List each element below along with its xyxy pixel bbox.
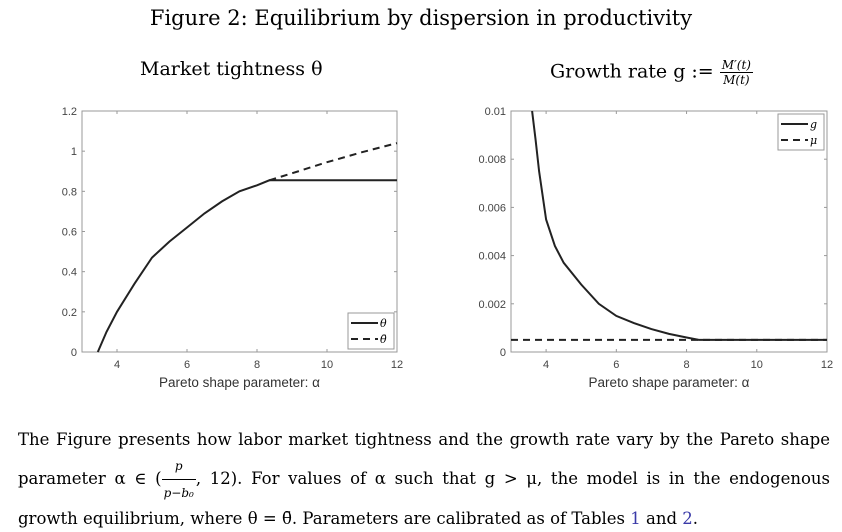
- caption-text-4: .: [692, 509, 699, 528]
- plot-area: [510, 110, 828, 353]
- fraction-denominator: p−b₀: [163, 486, 194, 500]
- figure-title: Figure 2: Equilibrium by dispersion in p…: [149, 6, 693, 30]
- table-2-link[interactable]: 2: [682, 509, 693, 528]
- x-tick-label: 10: [321, 359, 333, 371]
- chart-panel-1: 4 6 8 10 12 0 0.002 0.004 0.006 0.008 0.01 Pareto s…: [478, 106, 833, 390]
- legend-label: θ̄: [380, 333, 387, 346]
- legend-box: [777, 113, 825, 151]
- fraction-numerator: p: [161, 453, 196, 480]
- legend: gμ: [777, 113, 825, 151]
- caption-text-3: and: [640, 509, 683, 528]
- x-tick-label: 4: [543, 359, 549, 371]
- x-axis-label: Pareto shape parameter: α: [589, 375, 750, 390]
- y-tick-label: 0.8: [62, 186, 77, 198]
- y-tick-label: 0.6: [62, 227, 77, 239]
- x-tick-label: 12: [391, 359, 403, 371]
- right-panel-title-fraction: M′(t) M(t): [719, 58, 753, 87]
- caption-fraction: p p−b₀: [161, 453, 196, 506]
- series-line-solid: [96, 179, 397, 353]
- x-tick-label: 6: [613, 359, 619, 371]
- caption-text-2: , 12). For values of α such that g > μ, …: [18, 469, 830, 528]
- legend-label: g: [810, 118, 817, 131]
- left-panel-title: Market tightness θ: [140, 58, 323, 80]
- y-tick-label: 0.2: [62, 307, 77, 319]
- y-tick-label: 0.008: [478, 154, 506, 166]
- x-tick-label: 10: [751, 359, 763, 371]
- legend-label: θ: [380, 317, 387, 330]
- figure-charts: 4 6 8 10 12 0 0.2 0.4 0.6 0.8 1 1.2 Pareto shape par…: [62, 106, 833, 390]
- fraction-numerator: M′(t): [719, 58, 753, 73]
- y-tick-label: 0.01: [485, 106, 506, 118]
- caption-text-1: The Figure presents how labor market tig…: [18, 430, 830, 488]
- right-panel-title-prefix: Growth rate g :=: [550, 60, 714, 83]
- chart-panel-0: 4 6 8 10 12 0 0.2 0.4 0.6 0.8 1 1.2 Pareto shape par…: [62, 106, 403, 390]
- fraction-denominator: M(t): [723, 73, 750, 87]
- x-tick-label: 8: [683, 359, 689, 371]
- y-tick-label: 1.2: [62, 106, 77, 118]
- legend-box: [347, 312, 395, 350]
- series-line-dashed: [269, 142, 398, 182]
- right-panel-title: Growth rate g := M′(t) M(t): [550, 58, 753, 87]
- legend-label: μ: [810, 134, 817, 147]
- y-tick-label: 0.002: [478, 299, 506, 311]
- legend: θ θ̄: [347, 312, 395, 350]
- y-tick-label: 0: [71, 347, 77, 359]
- y-tick-label: 0: [500, 347, 506, 359]
- x-tick-label: 12: [821, 359, 833, 371]
- x-tick-label: 8: [254, 359, 260, 371]
- x-tick-label: 6: [184, 359, 190, 371]
- figure-caption: The Figure presents how labor market tig…: [18, 427, 830, 532]
- y-tick-label: 0.004: [478, 251, 506, 263]
- x-tick-label: 4: [114, 359, 120, 371]
- table-1-link[interactable]: 1: [630, 509, 641, 528]
- plot-area: [81, 110, 398, 353]
- y-tick-label: 0.006: [478, 202, 506, 214]
- y-tick-label: 0.4: [62, 267, 77, 279]
- y-tick-label: 1: [71, 146, 77, 158]
- x-axis-label: Pareto shape parameter: α: [159, 375, 320, 390]
